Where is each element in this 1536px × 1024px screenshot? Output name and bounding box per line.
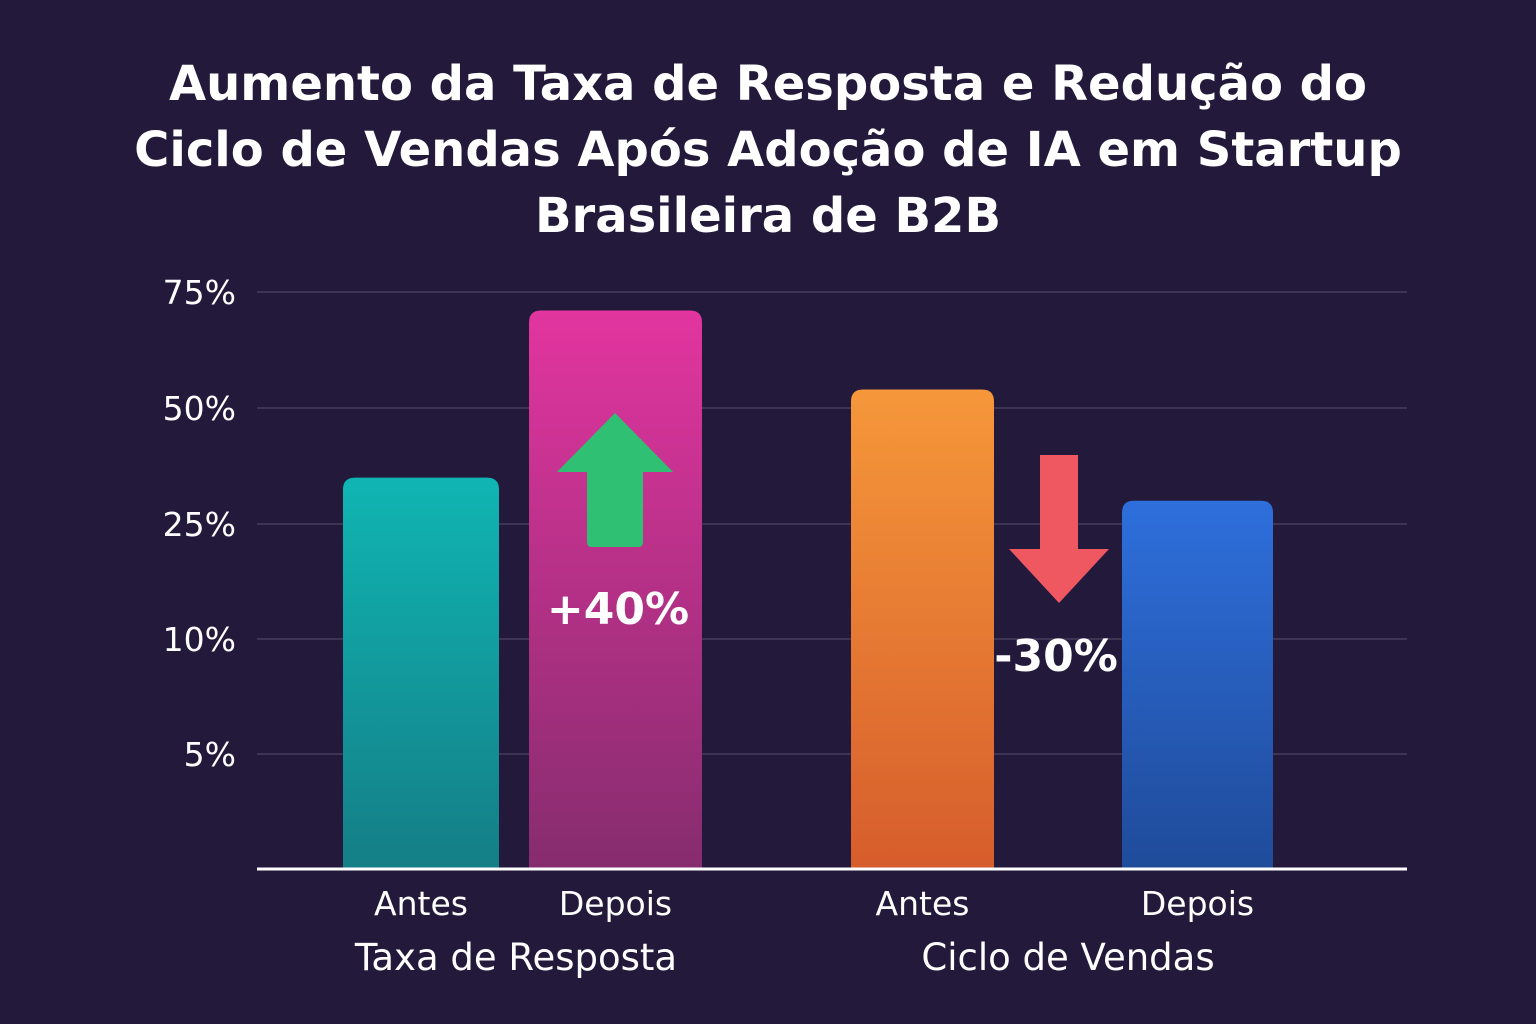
x-tick-label: Depois — [1141, 884, 1254, 923]
title-line-2: Ciclo de Vendas Após Adoção de IA em Sta… — [134, 122, 1402, 178]
x-tick-label: Depois — [559, 884, 672, 923]
delta-label: -30% — [994, 631, 1118, 682]
y-tick-label: 10% — [163, 620, 236, 659]
bar-taxa-de-resposta-depois — [529, 310, 702, 869]
bar-ciclo-de-vendas-antes — [851, 389, 994, 869]
bar-taxa-de-resposta-antes — [343, 477, 499, 869]
y-tick-label: 75% — [163, 273, 236, 312]
arrow-up-icon — [557, 413, 673, 547]
annotations: +40% -30% — [547, 413, 1118, 682]
bars — [343, 310, 1273, 869]
group-label: Taxa de Resposta — [354, 936, 677, 979]
arrow-down-icon — [1009, 455, 1109, 603]
y-axis-ticks: 5% 10% 25% 50% 75% — [163, 273, 236, 774]
chart-title: Aumento da Taxa de Resposta e Redução do… — [134, 56, 1402, 244]
group-label: Ciclo de Vendas — [921, 936, 1214, 979]
y-tick-label: 25% — [163, 505, 236, 544]
x-tick-label: Antes — [374, 884, 468, 923]
y-tick-label: 5% — [184, 735, 236, 774]
title-line-1: Aumento da Taxa de Resposta e Redução do — [169, 56, 1367, 112]
x-tick-label: Antes — [876, 884, 970, 923]
title-line-3: Brasileira de B2B — [535, 188, 1001, 244]
y-tick-label: 50% — [163, 389, 236, 428]
bar-ciclo-de-vendas-depois — [1122, 500, 1273, 869]
delta-label: +40% — [547, 584, 689, 635]
x-axis-labels: Antes Depois Taxa de Resposta Antes Depois Ci… — [354, 884, 1254, 979]
